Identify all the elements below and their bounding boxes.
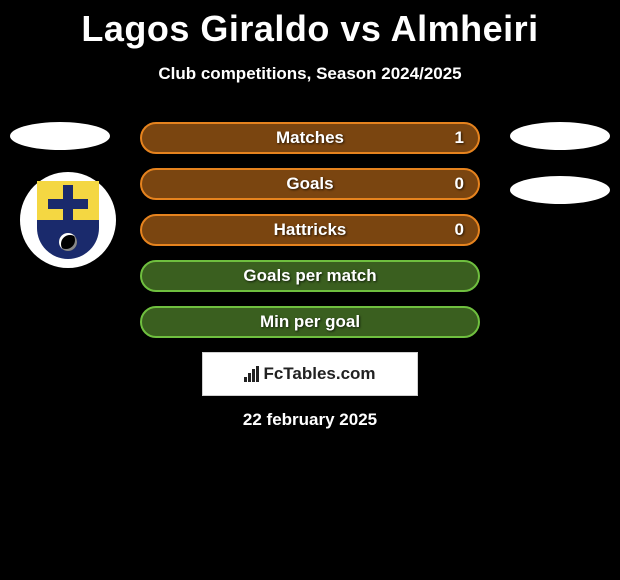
- club-crest-left: [20, 172, 116, 268]
- stat-label: Matches: [276, 128, 344, 148]
- page-subtitle: Club competitions, Season 2024/2025: [0, 64, 620, 84]
- page-title: Lagos Giraldo vs Almheiri: [0, 0, 620, 50]
- brand-box: FcTables.com: [202, 352, 418, 396]
- stat-label: Goals: [286, 174, 333, 194]
- stat-label: Hattricks: [274, 220, 347, 240]
- stat-row: Matches 1: [140, 122, 480, 154]
- player-right-avatar-ellipse-b: [510, 176, 610, 204]
- stat-label: Min per goal: [260, 312, 360, 332]
- player-right-avatar-ellipse-a: [510, 122, 610, 150]
- stat-row: Min per goal: [140, 306, 480, 338]
- stat-row: Hattricks 0: [140, 214, 480, 246]
- bar-chart-icon: [244, 366, 259, 382]
- stat-label: Goals per match: [243, 266, 376, 286]
- stat-rows: Matches 1 Goals 0 Hattricks 0 Goals per match M…: [140, 122, 480, 352]
- player-left-avatar-ellipse: [10, 122, 110, 150]
- brand-label: FcTables.com: [244, 364, 375, 384]
- date-label: 22 february 2025: [243, 410, 377, 430]
- stat-row: Goals per match: [140, 260, 480, 292]
- stat-value: 0: [455, 174, 464, 194]
- stat-value: 1: [455, 128, 464, 148]
- ball-icon: [59, 233, 77, 251]
- shield-icon: [37, 181, 99, 259]
- cross-horizontal-icon: [48, 199, 88, 209]
- brand-text: FcTables.com: [263, 364, 375, 384]
- stat-value: 0: [455, 220, 464, 240]
- stat-row: Goals 0: [140, 168, 480, 200]
